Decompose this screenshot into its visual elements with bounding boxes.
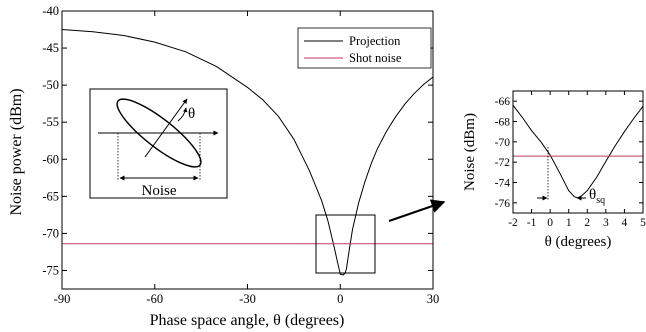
zoom-x-tick-label: 4 — [622, 217, 628, 229]
zoom-pointer-arrow — [388, 199, 446, 222]
zoom-y-tick-label: -72 — [495, 157, 511, 169]
zoom-chart: -2 -1 0 1 2 3 4 5 -66 -68 -70 -72 -74 -76 θsq θ (degr… — [462, 90, 646, 250]
zoom-y-axis-label: Noise (dBm) — [462, 113, 478, 191]
zoom-region-box — [315, 214, 376, 274]
main-y-tick-label: -60 — [42, 152, 59, 166]
inset-noise-label: Noise — [142, 183, 177, 199]
main-y-axis-label: Noise power (dBm) — [8, 88, 25, 215]
zoom-x-axis-label: θ (degrees) — [545, 234, 612, 250]
zoom-plot-frame — [512, 90, 644, 214]
zoom-x-tick-label: 1 — [566, 217, 572, 229]
main-series-projection — [61, 29, 434, 276]
zoom-plot-area — [512, 104, 644, 199]
zoom-x-tick-label: 5 — [640, 217, 646, 229]
zoom-series-projection — [512, 104, 644, 199]
zoom-ticks: -2 -1 0 1 2 3 4 5 -66 -68 -70 -72 -74 -76 — [495, 91, 646, 229]
noise-ellipse — [116, 98, 202, 168]
inset-theta-label: θ — [188, 106, 195, 122]
main-y-tick-label: -40 — [42, 4, 59, 18]
zoom-x-tick-label: 2 — [584, 217, 590, 229]
main-x-tick-label: 30 — [427, 292, 440, 306]
main-plot-area — [61, 29, 434, 276]
main-x-tick-label: -60 — [146, 292, 163, 306]
legend-box — [297, 27, 432, 69]
main-ticks: -90 -60 -30 0 30 -40 -45 -50 -55 -60 -65 -70 -75 — [42, 4, 439, 306]
main-y-tick-label: -65 — [42, 189, 59, 203]
zoom-y-tick-label: -70 — [495, 137, 511, 149]
zoom-x-tick-label: -2 — [508, 217, 518, 229]
main-x-tick-label: -30 — [239, 292, 256, 306]
main-y-tick-label: -75 — [42, 263, 59, 277]
main-x-tick-label: 0 — [337, 292, 343, 306]
main-x-axis-label: Phase space angle, θ (degrees) — [150, 312, 345, 329]
main-y-tick-label: -55 — [42, 115, 59, 129]
main-x-tick-label: -90 — [54, 292, 71, 306]
zoom-x-tick-label: -1 — [527, 217, 537, 229]
phase-space-inset: θ Noise — [89, 88, 228, 199]
theta-sq-symbol: θ — [589, 187, 596, 203]
zoom-y-tick-label: -76 — [495, 198, 511, 210]
legend-label-shot-noise: Shot noise — [349, 51, 402, 65]
main-chart: -90 -60 -30 0 30 -40 -45 -50 -55 -60 -65 -70 -75 Pha… — [8, 4, 446, 329]
zoom-y-tick-label: -74 — [495, 178, 511, 190]
zoom-y-tick-label: -66 — [495, 96, 511, 108]
main-y-tick-label: -45 — [42, 41, 59, 55]
projection-arrow — [144, 98, 188, 158]
zoom-x-tick-label: 3 — [603, 217, 609, 229]
zoom-x-tick-label: 0 — [547, 217, 553, 229]
main-y-tick-label: -50 — [42, 78, 59, 92]
theta-sq-label: θsq — [589, 187, 605, 206]
angle-arc-arrow — [177, 107, 188, 122]
theta-sq-subscript: sq — [596, 195, 605, 206]
inset-frame — [89, 88, 228, 199]
main-legend: Projection Shot noise — [297, 27, 432, 69]
zoom-y-tick-label: -68 — [495, 117, 511, 129]
legend-label-projection: Projection — [349, 34, 401, 48]
main-y-tick-label: -70 — [42, 226, 59, 240]
